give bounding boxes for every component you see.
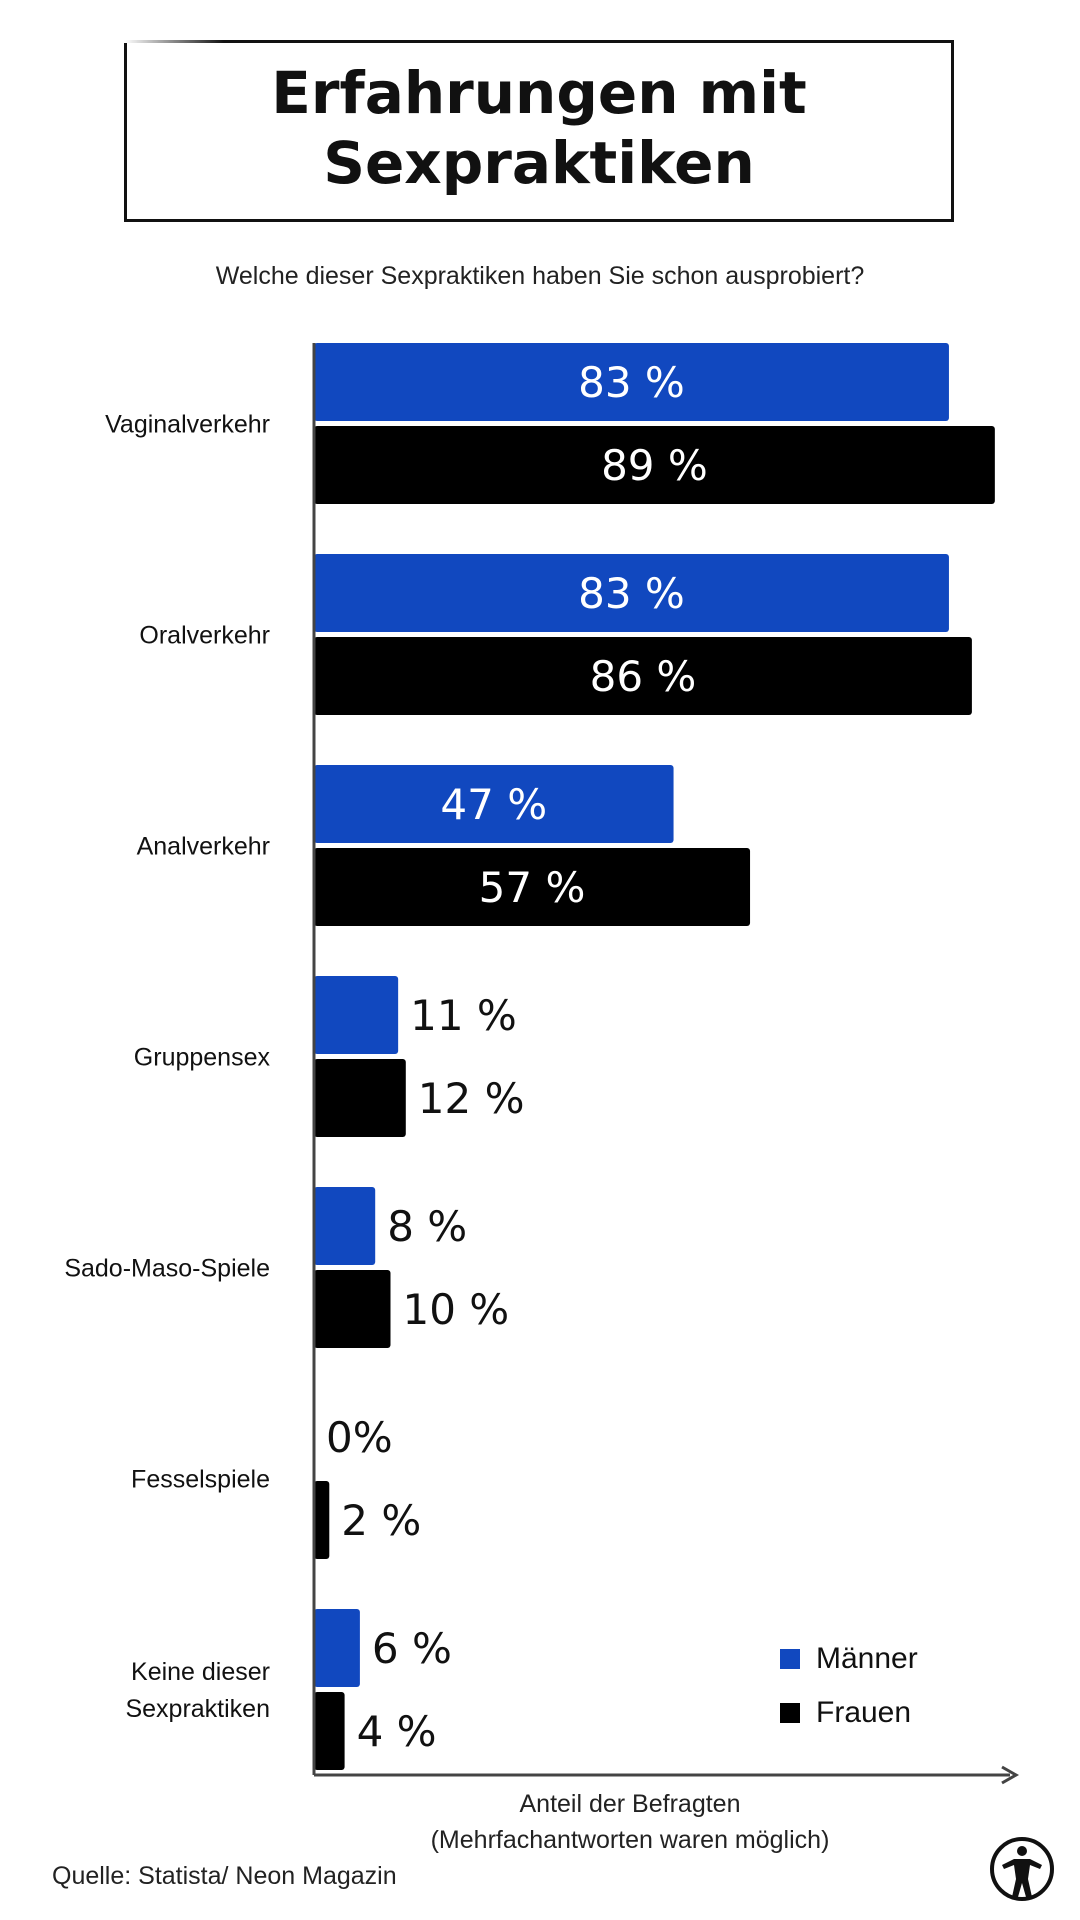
bar-frauen <box>314 1692 345 1770</box>
bar-frauen <box>314 1481 330 1559</box>
x-axis-arrow-icon <box>1001 1765 1020 1785</box>
category-label: Fesselspiele <box>131 1466 270 1494</box>
data-label: 8 % <box>387 1202 467 1251</box>
title-line-1: Erfahrungen mit <box>271 59 807 127</box>
category-label: Analverkehr <box>137 833 270 861</box>
data-label: 0% <box>326 1413 393 1462</box>
x-axis-label: Anteil der Befragten <box>519 1790 741 1818</box>
bar-maenner <box>314 554 949 632</box>
data-label: 57 % <box>479 863 586 912</box>
category-label: Vaginalverkehr <box>105 411 270 439</box>
category-label: Oralverkehr <box>139 622 270 650</box>
data-label: 4 % <box>357 1707 437 1756</box>
data-label: 83 % <box>578 358 685 407</box>
data-label: 11 % <box>410 991 517 1040</box>
bar-frauen <box>314 426 995 504</box>
data-label: 89 % <box>601 441 708 490</box>
category-label: Keine dieser Sexpraktiken <box>125 1658 270 1723</box>
data-label: 12 % <box>418 1074 525 1123</box>
x-axis-note: (Mehrfachantworten waren möglich) <box>430 1826 830 1854</box>
bar-frauen <box>314 637 972 715</box>
bar-maenner <box>314 765 674 843</box>
bar-frauen <box>314 1270 391 1348</box>
category-label: Gruppensex <box>134 1044 271 1072</box>
data-label: 47 % <box>440 780 547 829</box>
legend-swatch-maenner <box>780 1649 800 1669</box>
data-label: 2 % <box>341 1496 421 1545</box>
x-axis-caption: Anteil der Befragten (Mehrfachantworten … <box>330 1786 930 1858</box>
bar-frauen <box>314 1059 406 1137</box>
title-line-2: Sexpraktiken <box>323 129 755 197</box>
data-label: 10 % <box>403 1285 510 1334</box>
bar-maenner <box>314 343 949 421</box>
data-label: 86 % <box>590 652 697 701</box>
legend: Männer Frauen <box>780 1632 918 1740</box>
source-note: Quelle: Statista/ Neon Magazin <box>52 1862 397 1890</box>
legend-swatch-frauen <box>780 1703 800 1723</box>
circular-figure-logo-icon <box>990 1837 1054 1901</box>
chart-subtitle: Welche dieser Sexpraktiken haben Sie sch… <box>215 262 865 290</box>
category-label: Sado-Maso-Spiele <box>64 1255 270 1283</box>
title-frame <box>124 40 954 222</box>
bar-maenner <box>314 1609 360 1687</box>
bar-maenner <box>314 976 399 1054</box>
legend-label-frauen: Frauen <box>816 1696 912 1729</box>
data-label: 6 % <box>372 1624 452 1673</box>
chart-title: Erfahrungen mit Sexpraktiken <box>124 58 954 198</box>
legend-item-frauen: Frauen <box>780 1686 918 1740</box>
legend-item-maenner: Männer <box>780 1632 918 1686</box>
bar-maenner <box>314 1187 376 1265</box>
bar-frauen <box>314 848 751 926</box>
data-label: 83 % <box>578 569 685 618</box>
legend-label-maenner: Männer <box>816 1642 918 1675</box>
